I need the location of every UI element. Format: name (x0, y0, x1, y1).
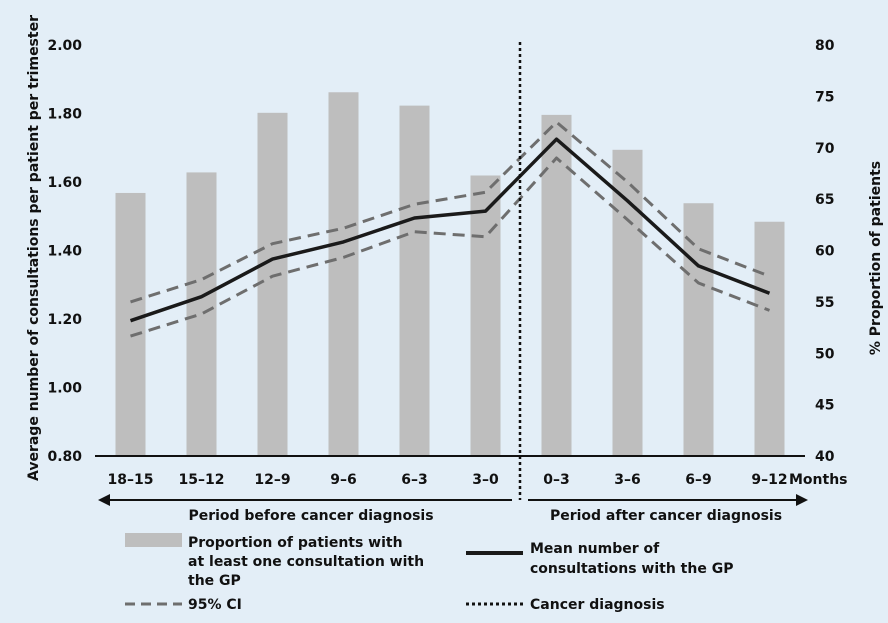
bar (186, 172, 217, 456)
period-after-label: Period after cancer diagnosis (550, 508, 782, 524)
right-tick-label: 80 (815, 38, 835, 54)
bar (754, 221, 785, 456)
right-tick-label: 75 (815, 89, 834, 105)
left-tick-label: 1.80 (47, 107, 82, 123)
x-tick-label: 3–6 (614, 472, 640, 488)
right-tick-label: 45 (815, 398, 834, 414)
left-tick-label: 1.40 (47, 244, 82, 260)
line-series (129, 120, 771, 338)
legend-diagnosis-label: Cancer diagnosis (530, 597, 665, 613)
x-tick-label: 3–0 (472, 472, 499, 488)
x-tick-label: 12–9 (254, 472, 290, 488)
x-axis-ticks: 18–15 15–12 12–9 9–6 6–3 3–0 0–3 3–6 6–9 9–12 (108, 472, 788, 488)
legend-mean-label-line1: Mean number of (530, 541, 660, 557)
bar (257, 112, 288, 456)
bar (541, 114, 572, 457)
right-axis-ticks: 40 45 50 55 60 65 70 75 80 (815, 38, 835, 465)
x-tick-label: 9–12 (751, 472, 787, 488)
bar (328, 92, 359, 456)
period-after-arrowhead (796, 494, 808, 506)
period-before-arrowhead (98, 494, 110, 506)
x-tick-label: 15–12 (179, 472, 225, 488)
left-axis-ticks: 0.80 1.00 1.20 1.40 1.60 1.80 2.00 (47, 38, 82, 465)
bar (470, 175, 501, 456)
x-tick-label: 9–6 (330, 472, 356, 488)
right-tick-label: 65 (815, 192, 834, 208)
legend-bar-label-line2: at least one consultation with (188, 554, 424, 570)
legend-ci-label: 95% CI (188, 597, 242, 613)
right-tick-label: 40 (815, 449, 835, 465)
bar (612, 149, 643, 456)
right-axis-title: % Proportion of patients (868, 161, 884, 355)
legend-mean-label-line2: consultations with the GP (530, 561, 733, 577)
left-tick-label: 2.00 (47, 38, 82, 54)
ci-line (130, 120, 771, 304)
legend-bar-swatch (125, 533, 182, 547)
left-tick-label: 1.60 (47, 175, 82, 191)
legend-bar-label-line3: the GP (188, 573, 241, 589)
mean-line (129, 137, 771, 323)
right-tick-label: 55 (815, 295, 834, 311)
period-before: Period before cancer diagnosis (98, 494, 512, 524)
bar (115, 192, 146, 456)
right-tick-label: 60 (815, 244, 835, 260)
x-tick-label: 18–15 (108, 472, 154, 488)
period-before-label: Period before cancer diagnosis (188, 508, 433, 524)
right-tick-label: 70 (815, 141, 835, 157)
x-unit-label: Months (789, 472, 848, 488)
axes (95, 42, 805, 500)
left-tick-label: 1.00 (47, 381, 82, 397)
left-axis-title: Average number of consultations per pati… (26, 15, 42, 481)
bar (683, 203, 714, 456)
right-tick-label: 50 (815, 346, 835, 362)
bar-series (115, 92, 785, 457)
x-tick-label: 6–3 (401, 472, 427, 488)
legend: Proportion of patients with at least one… (125, 533, 733, 613)
period-after: Period after cancer diagnosis (528, 494, 808, 524)
ci-line (130, 156, 771, 338)
x-tick-label: 6–9 (685, 472, 711, 488)
legend-bar-label-line1: Proportion of patients with (188, 535, 403, 551)
left-tick-label: 1.20 (47, 312, 82, 328)
bar (399, 105, 430, 456)
left-tick-label: 0.80 (47, 449, 82, 465)
x-tick-label: 0–3 (543, 472, 569, 488)
